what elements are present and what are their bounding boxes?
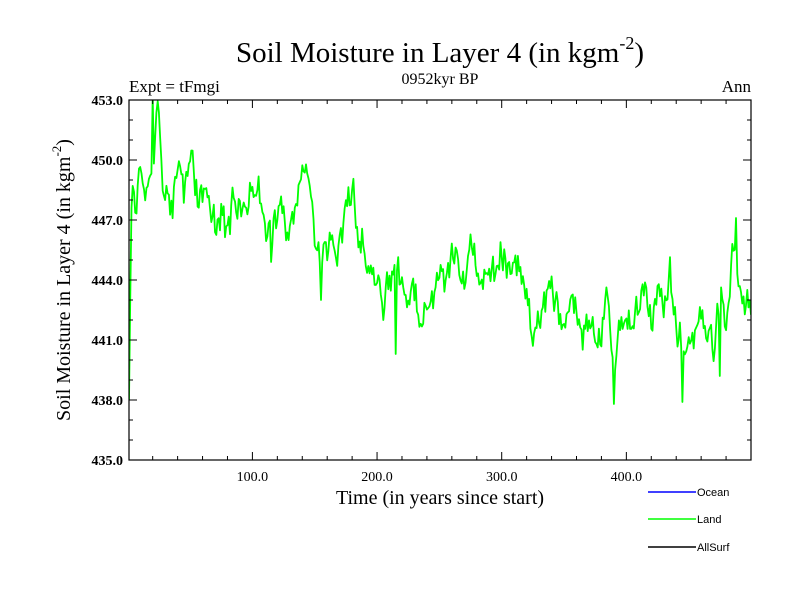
legend-ocean-label: Ocean — [697, 487, 729, 499]
y-axis-ticks: 435.0 438.0 441.0 444.0 447.0 450.0 453.0 — [92, 94, 751, 469]
x-tick-label: 300.0 — [486, 470, 518, 485]
subtitle-center: 0952kyr BP — [402, 71, 479, 88]
y-tick-label: 438.0 — [92, 394, 124, 409]
y-tick-label: 450.0 — [92, 154, 124, 169]
y-tick-label: 435.0 — [92, 454, 124, 469]
x-axis-ticks: 100.0 200.0 300.0 400.0 — [152, 100, 727, 485]
y-axis-label: Soil Moisture in Layer 4 (in kgm-2) — [49, 139, 75, 421]
chart-title: Soil Moisture in Layer 4 (in kgm-2) — [236, 33, 644, 69]
y-tick-label: 447.0 — [92, 214, 124, 229]
subtitle-right: Ann — [722, 77, 752, 96]
land-series-line — [129, 100, 751, 405]
x-tick-label: 200.0 — [361, 470, 393, 485]
y-tick-label: 441.0 — [92, 334, 124, 349]
legend-allsurf-label: AllSurf — [697, 542, 730, 554]
legend: Ocean Land AllSurf — [648, 487, 730, 554]
y-tick-label: 453.0 — [92, 94, 124, 109]
x-tick-label: 400.0 — [611, 470, 643, 485]
legend-land-label: Land — [697, 514, 721, 526]
x-tick-label: 100.0 — [237, 470, 269, 485]
subtitle-left: Expt = tFmgi — [129, 77, 220, 96]
plot-frame — [128, 99, 752, 461]
y-tick-label: 444.0 — [92, 274, 124, 289]
x-axis-label: Time (in years since start) — [336, 487, 544, 509]
